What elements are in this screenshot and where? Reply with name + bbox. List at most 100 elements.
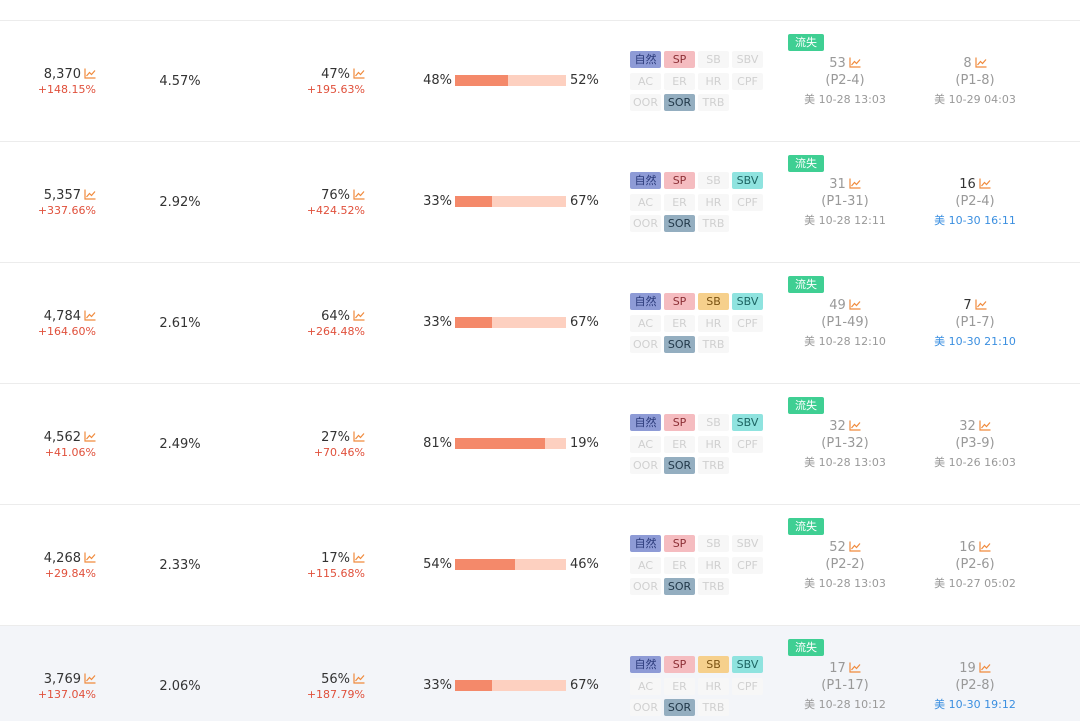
tag-sp: SP: [664, 51, 695, 68]
tag-sp: SP: [664, 535, 695, 552]
tag-er: ER: [664, 677, 695, 695]
line-chart-icon[interactable]: [353, 673, 365, 684]
rank-start-position: (P2-2): [825, 557, 865, 572]
split-right-percent: 67%: [570, 315, 599, 330]
split-left-percent: 33%: [423, 194, 452, 209]
line-chart-icon[interactable]: [975, 57, 987, 68]
tag-cpf: CPF: [732, 556, 763, 574]
rank-latest-number: 19: [959, 661, 976, 676]
loss-badge: 流失: [788, 397, 824, 414]
tag-er: ER: [664, 556, 695, 574]
tag-sbv: SBV: [732, 293, 763, 310]
rank-start: 52 (P2-2) 美 10-28 13:03: [790, 540, 900, 593]
loss-badge: 流失: [788, 518, 824, 535]
tag-er: ER: [664, 314, 695, 332]
line-chart-icon[interactable]: [979, 541, 991, 552]
tag-natural: 自然: [630, 51, 661, 68]
tag-sb: SB: [698, 414, 729, 431]
tag-sbv: SBV: [732, 414, 763, 431]
rank-latest-number: 8: [963, 56, 972, 71]
rank-latest-position: (P2-6): [955, 557, 995, 572]
tag-ac: AC: [630, 677, 661, 695]
split-bar: [455, 680, 566, 691]
line-chart-icon[interactable]: [979, 178, 991, 189]
split-bar-fill: [455, 75, 509, 86]
line-chart-icon[interactable]: [84, 189, 96, 200]
tag-natural: 自然: [630, 656, 661, 673]
tag-sor: SOR: [664, 699, 695, 716]
ratio-value: 17%: [321, 551, 350, 566]
split-bar-cell: 54% 46%: [410, 555, 610, 575]
split-right-percent: 52%: [570, 73, 599, 88]
tag-sb: SB: [698, 51, 729, 68]
split-bar-cell: 33% 67%: [410, 676, 610, 696]
table-top-divider: [0, 20, 1080, 21]
tag-sbv: SBV: [732, 656, 763, 673]
table-row: 4,562 +41.06% 2.49% 27% +70.46% 81% 19% …: [0, 384, 1080, 505]
line-chart-icon[interactable]: [84, 673, 96, 684]
tag-sb: SB: [698, 656, 729, 673]
line-chart-icon[interactable]: [353, 310, 365, 321]
rank-start-number: 49: [829, 298, 846, 313]
line-chart-icon[interactable]: [849, 57, 861, 68]
tag-natural: 自然: [630, 414, 661, 431]
line-chart-icon[interactable]: [84, 552, 96, 563]
rank-start-number: 52: [829, 540, 846, 555]
rank-start-time: 美 10-28 10:12: [804, 698, 886, 711]
tag-trb: TRB: [698, 578, 729, 595]
split-bar-fill: [455, 680, 492, 691]
tag-ac: AC: [630, 556, 661, 574]
rank-start-number: 31: [829, 177, 846, 192]
tag-trb: TRB: [698, 336, 729, 353]
loss-badge: 流失: [788, 34, 824, 51]
tag-er: ER: [664, 72, 695, 90]
ratio-cell: 56% +187.79%: [280, 672, 365, 702]
split-right-percent: 67%: [570, 678, 599, 693]
rank-start: 53 (P2-4) 美 10-28 13:03: [790, 56, 900, 109]
tag-ac: AC: [630, 435, 661, 453]
line-chart-icon[interactable]: [849, 178, 861, 189]
sales-value: 8,370: [43, 67, 81, 82]
rank-start-time: 美 10-28 13:03: [804, 456, 886, 469]
rank-start-number: 53: [829, 56, 846, 71]
tag-oor: OOR: [630, 578, 661, 595]
line-chart-icon[interactable]: [353, 431, 365, 442]
sales-value: 5,357: [43, 188, 81, 203]
line-chart-icon[interactable]: [84, 310, 96, 321]
line-chart-icon[interactable]: [84, 68, 96, 79]
split-bar: [455, 196, 566, 207]
line-chart-icon[interactable]: [353, 189, 365, 200]
sales-change: +164.60%: [37, 325, 96, 338]
rank-latest-number: 32: [959, 419, 976, 434]
line-chart-icon[interactable]: [849, 662, 861, 673]
line-chart-icon[interactable]: [975, 299, 987, 310]
rank-latest: 16 (P2-4) 美 10-30 16:11: [920, 177, 1030, 230]
sales-change: +41.06%: [44, 446, 96, 459]
line-chart-icon[interactable]: [84, 431, 96, 442]
line-chart-icon[interactable]: [979, 662, 991, 673]
rank-start-time: 美 10-28 12:10: [804, 335, 886, 348]
line-chart-icon[interactable]: [849, 299, 861, 310]
tag-oor: OOR: [630, 215, 661, 232]
tag-ac: AC: [630, 193, 661, 211]
line-chart-icon[interactable]: [849, 541, 861, 552]
sales-cell: 4,268 +29.84%: [0, 551, 96, 581]
rank-latest-position: (P3-9): [955, 436, 995, 451]
line-chart-icon[interactable]: [353, 68, 365, 79]
rank-latest-position: (P2-8): [955, 678, 995, 693]
tag-sbv: SBV: [732, 535, 763, 552]
tag-cpf: CPF: [732, 193, 763, 211]
line-chart-icon[interactable]: [979, 420, 991, 431]
ratio-change: +195.63%: [306, 83, 365, 96]
rank-latest-position: (P1-7): [955, 315, 995, 330]
line-chart-icon[interactable]: [353, 552, 365, 563]
tag-sor: SOR: [664, 215, 695, 232]
ratio-value: 76%: [321, 188, 350, 203]
line-chart-icon[interactable]: [849, 420, 861, 431]
tag-natural: 自然: [630, 293, 661, 310]
sales-cell: 8,370 +148.15%: [0, 67, 96, 97]
tag-cpf: CPF: [732, 314, 763, 332]
tag-oor: OOR: [630, 457, 661, 474]
split-bar: [455, 75, 566, 86]
